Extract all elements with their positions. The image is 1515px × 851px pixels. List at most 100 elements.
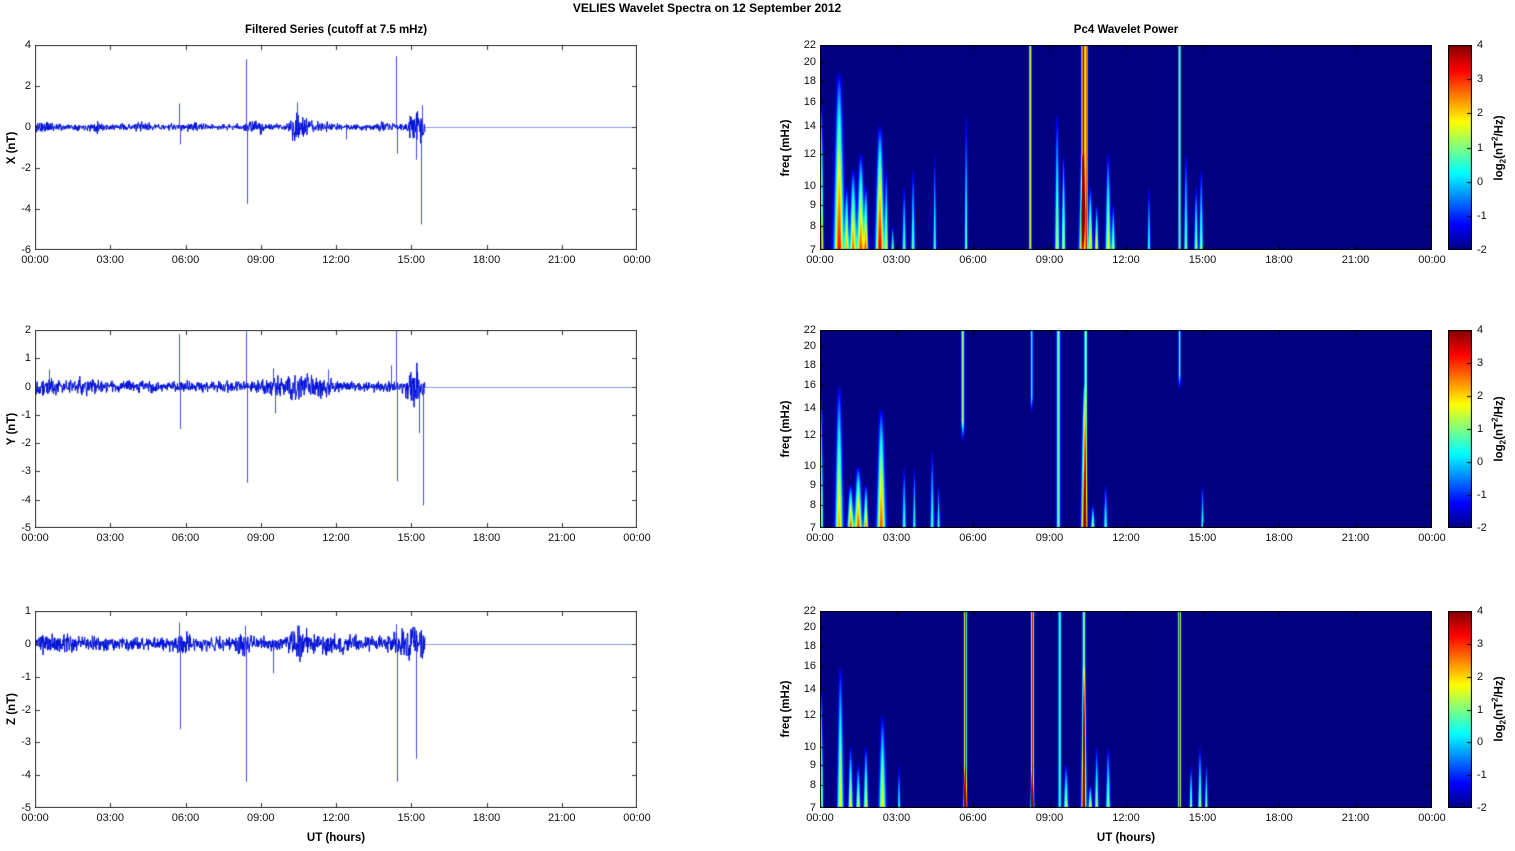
y-tick-label: -4	[21, 769, 31, 782]
y-wavelet-spectrogram	[820, 330, 1432, 528]
freq-tick-label: 16	[803, 96, 816, 108]
x-tick-label: 00:00	[623, 532, 651, 544]
cb-label-text: /Hz)	[1493, 396, 1506, 418]
x-tick-label: 15:00	[1188, 532, 1217, 544]
colorbar-x	[1448, 45, 1472, 250]
y-tick-label: -1	[21, 670, 31, 683]
x-tick-label: 06:00	[171, 254, 200, 266]
freq-tick-label: 20	[803, 621, 816, 634]
y-tick-label: 0	[24, 637, 31, 650]
x-tick-label: 21:00	[547, 812, 576, 824]
x-tick-label: 09:00	[246, 532, 275, 544]
freq-tick-label: 7	[809, 522, 816, 534]
freq-tick-label: 12	[803, 709, 816, 722]
x-tick-label: 00:00	[21, 812, 49, 824]
x-tick-label: 18:00	[1265, 812, 1293, 824]
colorbar-label-3: log2(nT2/Hz)	[1490, 676, 1507, 741]
colorbar-tick-label: -1	[1477, 489, 1487, 501]
x-tick-label: 00:00	[21, 254, 49, 266]
x-tick-label: 00:00	[1418, 812, 1446, 824]
y-tick-label: -3	[21, 736, 31, 749]
freq-tick-label: 7	[809, 802, 816, 814]
x-tick-label: 21:00	[547, 254, 576, 266]
x-tick-label: 00:00	[806, 532, 834, 544]
x-tick-label: 12:00	[322, 254, 350, 266]
xlabel-left: UT (hours)	[306, 832, 366, 844]
x-tick-label: 06:00	[959, 254, 987, 266]
freq-tick-label: 9	[809, 199, 816, 211]
x-tick-label: 00:00	[806, 254, 834, 266]
cb-label-sup: 2	[1490, 417, 1500, 422]
freq-tick-label: 18	[803, 74, 816, 87]
x-wavelet-spectrogram	[820, 45, 1432, 250]
x-tick-label: 00:00	[623, 812, 651, 824]
freq-tick-label: 20	[803, 56, 816, 69]
freq-tick-label: 20	[803, 340, 816, 353]
y-tick-label: 1	[24, 352, 31, 365]
left-column-title: Filtered Series (cutoff at 7.5 mHz)	[244, 24, 428, 36]
y-tick-label: 0	[24, 121, 31, 133]
cb-label-text: (nT	[1493, 701, 1506, 720]
x-tick-label: 09:00	[246, 254, 275, 266]
colorbar-tick-label: 3	[1477, 357, 1484, 369]
z-wavelet-spectrogram	[820, 611, 1432, 808]
cb-label-sub: 2	[1498, 158, 1508, 164]
colorbar-tick-label: 0	[1477, 175, 1484, 188]
cb-label-text: /Hz)	[1493, 115, 1506, 137]
cb-label-sub: 2	[1498, 439, 1508, 445]
colorbar-label-1: log2(nT2/Hz)	[1490, 115, 1507, 180]
x-tick-label: 15:00	[397, 532, 426, 544]
freq-tick-label: 14	[803, 682, 816, 695]
y-tick-label: -2	[21, 437, 31, 450]
z-series-plot	[35, 611, 637, 808]
cb-label-text: /Hz)	[1493, 676, 1506, 698]
x-tick-label: 00:00	[623, 254, 651, 266]
x-tick-label: 00:00	[1418, 254, 1446, 266]
colorbar-tick-label: 2	[1477, 107, 1484, 120]
x-series-plot	[35, 45, 637, 250]
x-tick-label: 18:00	[1265, 254, 1293, 266]
colorbar-tick-label: 1	[1477, 423, 1484, 435]
x-tick-label: 12:00	[1112, 812, 1140, 824]
colorbar-tick-label: 3	[1477, 73, 1484, 86]
freq-tick-label: 8	[809, 779, 816, 792]
freq-tick-label: 16	[803, 659, 816, 672]
colorbar-tick-label: 3	[1477, 637, 1484, 650]
x-tick-label: 06:00	[959, 812, 987, 824]
colorbar-y	[1448, 330, 1472, 528]
x-tick-label: 09:00	[1035, 812, 1064, 824]
colorbar-tick-label: 2	[1477, 670, 1484, 683]
freq-tick-label: 10	[803, 740, 816, 753]
ylabel-x-nt: X (nT)	[6, 131, 18, 165]
x-tick-label: 15:00	[397, 254, 426, 266]
y-tick-label: 4	[24, 39, 31, 51]
x-tick-label: 09:00	[246, 812, 275, 824]
colorbar-tick-label: 4	[1477, 39, 1484, 51]
freq-tick-label: 16	[803, 379, 816, 392]
freq-tick-label: 22	[803, 605, 816, 617]
x-tick-label: 12:00	[322, 812, 350, 824]
x-tick-label: 12:00	[1112, 532, 1140, 544]
colorbar-tick-label: 2	[1477, 390, 1484, 402]
x-tick-label: 00:00	[21, 532, 49, 544]
colorbar-tick-label: -1	[1477, 769, 1487, 782]
freq-tick-label: 18	[803, 639, 816, 652]
colorbar-tick-label: 4	[1477, 605, 1484, 617]
y-series-plot	[35, 330, 637, 528]
colorbar-tick-label: 0	[1477, 736, 1484, 749]
y-tick-label: -5	[21, 522, 31, 534]
y-tick-label: -2	[21, 162, 31, 174]
freq-tick-label: 9	[809, 758, 816, 771]
colorbar-tick-label: -2	[1477, 244, 1487, 256]
cb-label-sup: 2	[1490, 136, 1500, 141]
x-tick-label: 03:00	[882, 532, 911, 544]
x-tick-label: 12:00	[1112, 254, 1140, 266]
y-tick-label: 1	[24, 605, 31, 617]
cb-label-text: (nT	[1493, 421, 1506, 440]
y-tick-label: -2	[21, 703, 31, 716]
freq-tick-label: 12	[803, 147, 816, 160]
right-column-title: Pc4 Wavelet Power	[1073, 24, 1179, 36]
figure-title: VELIES Wavelet Spectra on 12 September 2…	[572, 1, 842, 15]
x-tick-label: 03:00	[882, 254, 911, 266]
